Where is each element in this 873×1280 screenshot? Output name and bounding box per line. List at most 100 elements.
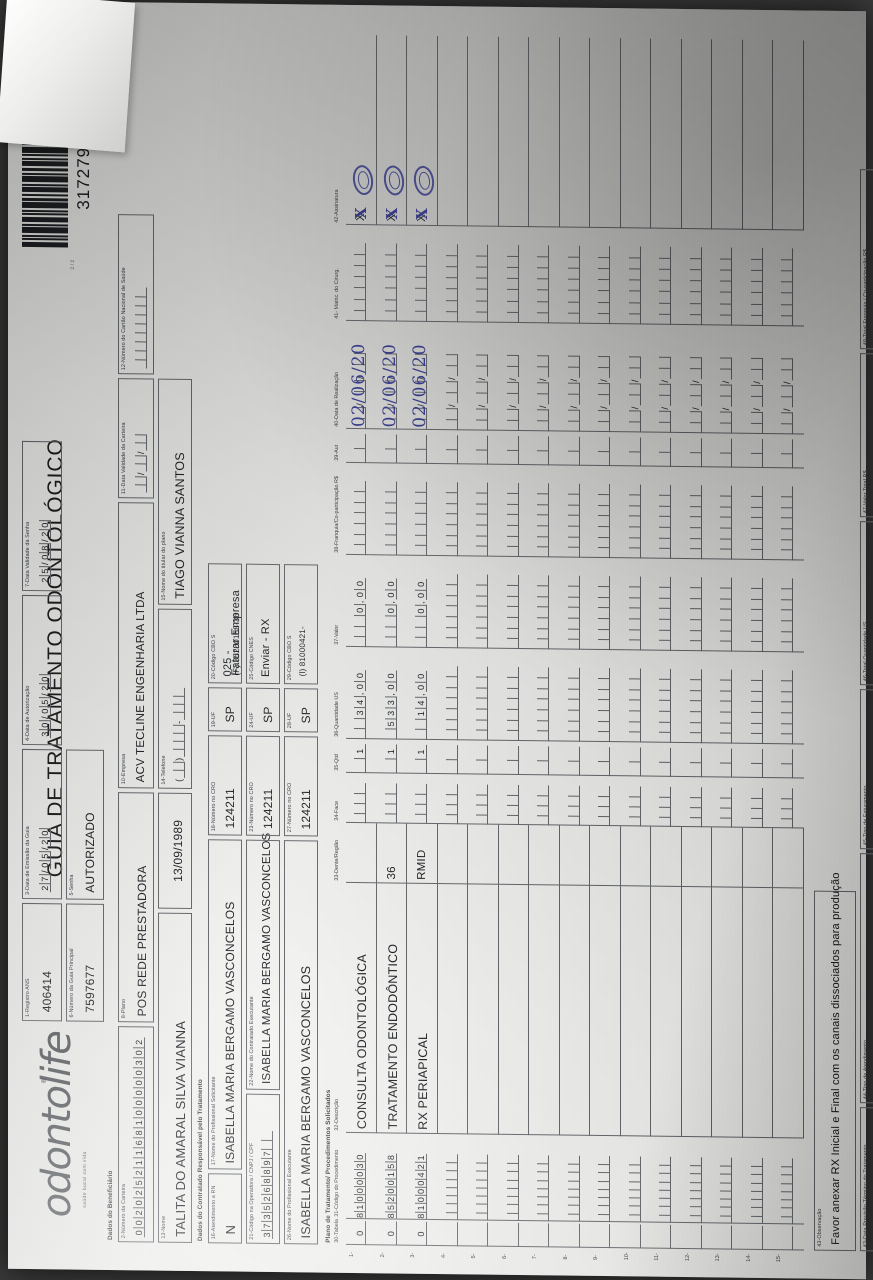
field-10-value: ACV TECLINE ENGENHARIA LTDA <box>134 591 147 783</box>
row-number: 3- <box>409 1252 416 1258</box>
field-21-label: 21-Código na Operadora / CNPJ / CPF <box>248 1142 255 1240</box>
table-cell-34 <box>475 784 488 825</box>
field-8-plano: 8-Plano POS REDE PRESTADORA <box>117 792 154 1023</box>
table-cell-42 <box>772 40 803 231</box>
row-number: 5- <box>470 1253 477 1259</box>
column-header-39: 39-Aut <box>333 444 340 461</box>
table-cell-32 <box>528 885 559 1136</box>
table-cell-36 <box>597 667 610 743</box>
row-number: 9- <box>592 1254 599 1260</box>
table-cell-33 <box>467 824 498 885</box>
column-header-41: 41- Matric. do Cirurg. <box>333 268 340 319</box>
table-cell-32 <box>711 887 742 1138</box>
table-cell-34 <box>750 787 762 828</box>
table-cell-33 <box>681 826 712 888</box>
table-cell-38 <box>597 483 610 559</box>
table-cell-41 <box>536 244 549 324</box>
table-cell-32 <box>437 884 468 1135</box>
table-cell-34 <box>567 785 579 826</box>
field-19-label: 19-UF <box>210 711 217 728</box>
table-cell-35 <box>719 748 732 778</box>
field-13-nome: 13-Nome TALITA DO AMARAL SILVA VIANNA <box>157 912 192 1244</box>
table-cell-39 <box>445 435 457 465</box>
row-number: 8- <box>562 1254 568 1260</box>
table-cell-35 <box>780 749 793 779</box>
table-cell-32 <box>589 885 620 1137</box>
field-3-label: 3-Data de Emissão da Guia <box>24 826 31 896</box>
table-cell-36 <box>536 666 549 742</box>
table-cell-41 <box>628 245 640 325</box>
table-cell-40: / / <box>567 355 579 432</box>
table-cell-41 <box>689 246 701 326</box>
table-cell-36 <box>567 667 579 742</box>
table-cell-32 <box>498 884 529 1136</box>
table-cell-30 <box>689 1225 701 1250</box>
table-cell-39 <box>475 435 488 465</box>
table-cell-41 <box>353 242 366 322</box>
field-birthdate-value: 13/09/1989 <box>170 819 185 882</box>
table-cell-40: / / <box>536 355 549 432</box>
field-12-cns: 12-Número do Cartão Nacional de Saúde <box>117 214 154 375</box>
field-45-tipo-faturamento: 45-Tipo de Faturamento 1-Total 2-Parcial <box>859 689 873 850</box>
field-48-label: 48-Total Franquia / Co-participação R$ <box>862 248 869 346</box>
table-cell-32 <box>559 885 590 1136</box>
row-number: 4- <box>440 1253 446 1259</box>
row-number: 15- <box>775 1254 782 1263</box>
table-cell-38 <box>506 482 518 557</box>
table-cell-38 <box>750 485 762 560</box>
field-24-uf: 24-UF SP <box>245 687 280 733</box>
field-45-label: 45-Tipo de Faturamento <box>862 785 869 846</box>
table-cell-30 <box>597 1224 610 1249</box>
table-cell-33 <box>711 827 742 888</box>
table-cell-31 <box>689 1157 701 1224</box>
table-cell-30 <box>658 1225 671 1249</box>
table-cell-35: 1 <box>353 743 366 774</box>
table-cell-35 <box>506 745 518 775</box>
table-cell-32 <box>772 888 803 1139</box>
table-cell-38 <box>384 480 396 556</box>
table-cell-34 <box>536 785 549 826</box>
column-header-34: 34-Face <box>333 800 340 821</box>
table-cell-36 <box>445 665 457 741</box>
field-44-tipo-atendimento: 44-Tipo de Atendimento 1-Tratamento Odon… <box>859 853 873 1104</box>
field-22-contratado-executante: 22-Nome do Contratado Executante ISABELL… <box>245 832 280 1091</box>
table-cell-32 <box>620 886 651 1137</box>
table-cell-35 <box>567 746 579 776</box>
field-11-validade-carteira: 11-Data Validade da Carteira / / <box>117 378 154 499</box>
column-header-38: 38-Franquia/Co-participação R$ <box>333 476 340 553</box>
row-signature-x: X <box>351 207 370 220</box>
field-14-label: 14-Telefone <box>160 755 167 785</box>
table-cell-35 <box>628 747 640 777</box>
table-cell-42 <box>376 35 407 226</box>
table-cell-40: / / <box>658 356 671 433</box>
table-cell-39 <box>414 434 427 464</box>
table-cell-37 <box>475 573 488 649</box>
table-cell-40: / / <box>506 354 518 431</box>
table-cell-41 <box>414 243 427 322</box>
brand-mark: ® <box>40 1077 48 1084</box>
table-cell-31 <box>658 1156 671 1223</box>
field-46-label: 46-Total Quantidade US <box>862 621 869 682</box>
row-number: 10- <box>623 1252 629 1261</box>
table-cell-38 <box>475 481 488 557</box>
table-cell-38 <box>658 484 671 559</box>
row-number: 1- <box>348 1251 355 1257</box>
row-signature-x: X <box>412 208 431 220</box>
field-8-label: 8-Plano <box>120 998 127 1019</box>
table-cell-35: 1 <box>384 744 396 774</box>
field-5-label: 5-Senha <box>68 874 75 896</box>
field-27-label: 27-Número no CRO <box>286 782 293 833</box>
table-cell-40: / / <box>719 357 732 434</box>
field-24-value: SP <box>260 706 275 724</box>
table-cell-32 <box>467 884 498 1135</box>
field-43-value: Favor anexar RX Inicial e Final com os c… <box>829 872 842 1245</box>
row-number: 7- <box>531 1254 538 1260</box>
table-cell-42 <box>437 36 468 227</box>
table-cell-31 <box>780 1158 793 1225</box>
table-cell-41 <box>780 247 793 327</box>
table-cell-38 <box>567 483 579 558</box>
field-27-value: 124211 <box>298 788 313 830</box>
